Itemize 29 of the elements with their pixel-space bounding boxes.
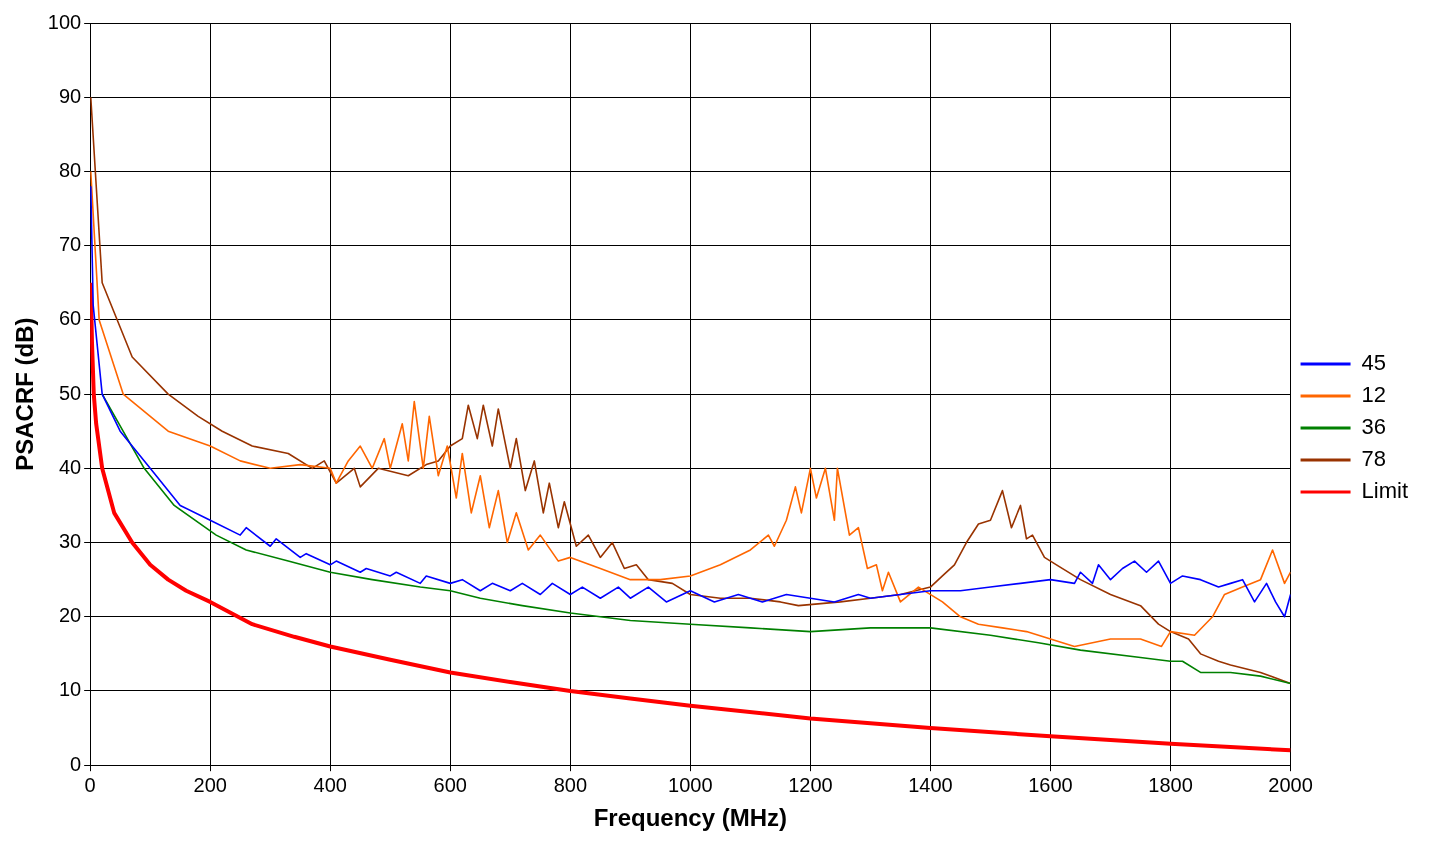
x-tick-label: 0: [84, 773, 96, 796]
y-tick-label: 100: [47, 10, 82, 33]
y-tick-label: 20: [58, 604, 82, 627]
legend-label: 45: [1361, 350, 1387, 376]
y-axis-title: PSACRF (dB): [11, 317, 39, 471]
y-tick-label: 90: [58, 84, 82, 107]
x-tick-label: 1600: [1028, 773, 1073, 796]
y-tick-label: 60: [58, 307, 82, 330]
y-tick-label: 40: [58, 455, 82, 478]
x-tick-label: 1400: [908, 773, 953, 796]
y-tick-label: 30: [58, 530, 82, 553]
x-tick-label: 2000: [1268, 773, 1313, 796]
x-tick-label: 400: [313, 773, 347, 796]
x-tick-label: 1000: [668, 773, 713, 796]
legend-label: 36: [1361, 414, 1387, 440]
y-tick-label: 0: [70, 752, 82, 775]
x-tick-label: 200: [193, 773, 227, 796]
y-tick-label: 70: [58, 233, 82, 256]
y-tick-label: 50: [58, 381, 82, 404]
legend-label: 78: [1361, 446, 1387, 472]
y-tick-label: 10: [58, 678, 82, 701]
x-tick-label: 600: [433, 773, 467, 796]
x-tick-label: 1800: [1148, 773, 1193, 796]
legend-label: Limit: [1361, 478, 1408, 504]
x-tick-label: 1200: [788, 773, 833, 796]
legend-label: 12: [1361, 382, 1387, 408]
y-tick-label: 80: [58, 158, 82, 181]
x-tick-label: 800: [553, 773, 588, 796]
x-axis-title: Frequency (MHz): [593, 804, 788, 832]
